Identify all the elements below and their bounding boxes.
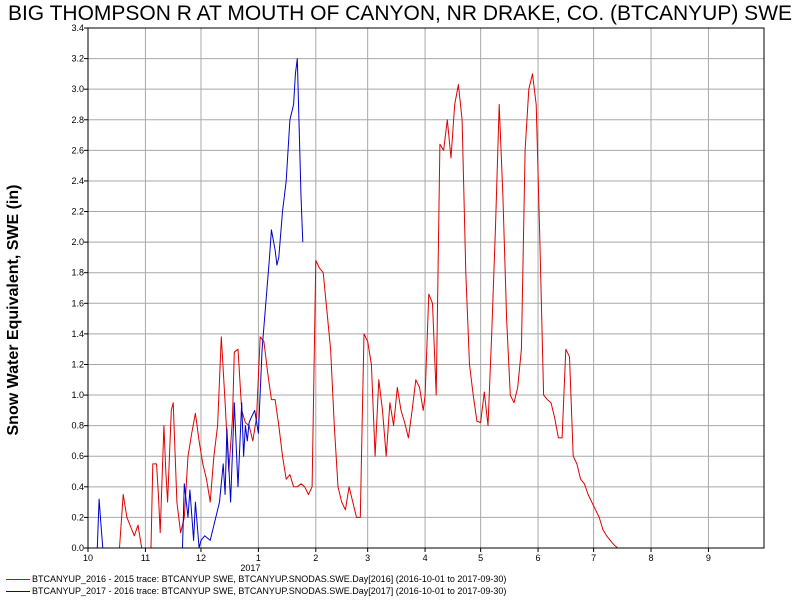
chart-title: BIG THOMPSON R AT MOUTH OF CANYON, NR DR… bbox=[7, 2, 793, 25]
x-tick-label: 4 bbox=[423, 553, 428, 563]
x-tick-label: 11 bbox=[141, 553, 150, 563]
y-tick-label: 1.0 bbox=[71, 390, 84, 400]
series-line-0 bbox=[119, 73, 619, 549]
legend-label-2016: BTCANYUP_2016 - 2015 trace: BTCANYUP SWE… bbox=[32, 574, 507, 584]
y-tick-label: 2.0 bbox=[71, 237, 84, 247]
y-tick-label: 1.2 bbox=[71, 359, 84, 369]
x-tick-label: 3 bbox=[365, 553, 370, 563]
x-tick-label: 10 bbox=[83, 553, 93, 563]
legend-entry-2017: BTCANYUP_2017 - 2016 trace: BTCANYUP SWE… bbox=[6, 586, 506, 596]
x-tick-label: 5 bbox=[478, 553, 483, 563]
legend-swatch-2016 bbox=[6, 579, 30, 581]
x-tick-label: 12 bbox=[196, 553, 206, 563]
y-tick-label: 3.0 bbox=[71, 84, 84, 94]
x-tick-label: 7 bbox=[591, 553, 596, 563]
y-tick-label: 0.8 bbox=[71, 421, 84, 431]
y-tick-label: 2.4 bbox=[71, 176, 84, 186]
series-line-1 bbox=[96, 58, 304, 549]
x-year-label: 2017 bbox=[240, 563, 260, 573]
y-tick-label: 0.6 bbox=[71, 451, 84, 461]
y-tick-label: 3.4 bbox=[71, 23, 84, 33]
y-tick-label: 3.2 bbox=[71, 54, 84, 64]
y-tick-label: 0.4 bbox=[71, 482, 84, 492]
x-tick-label: 8 bbox=[649, 553, 654, 563]
series-lines bbox=[96, 58, 619, 549]
plot-frame bbox=[87, 27, 765, 549]
legend-entry-2016: BTCANYUP_2016 - 2015 trace: BTCANYUP SWE… bbox=[6, 574, 506, 584]
grid-lines bbox=[88, 28, 764, 548]
x-tick-label: 6 bbox=[536, 553, 541, 563]
legend-label-2017: BTCANYUP_2017 - 2016 trace: BTCANYUP SWE… bbox=[32, 586, 507, 596]
y-tick-label: 2.8 bbox=[71, 115, 84, 125]
x-tick-label: 1 bbox=[256, 553, 261, 563]
y-tick-label: 2.2 bbox=[71, 207, 84, 217]
y-tick-label: 1.8 bbox=[71, 268, 84, 278]
y-tick-labels: 0.0 0.2 0.4 0.6 0.8 1.0 1.2 1.4 1.6 1.8 2.0 2.2 2.4 2… bbox=[71, 23, 88, 553]
x-tick-label: 2 bbox=[313, 553, 318, 563]
y-tick-label: 0.2 bbox=[71, 512, 84, 522]
y-tick-label: 0.0 bbox=[71, 543, 84, 553]
x-tick-label: 9 bbox=[706, 553, 711, 563]
y-tick-label: 2.6 bbox=[71, 145, 84, 155]
legend-swatch-2017 bbox=[6, 591, 30, 593]
y-tick-label: 1.6 bbox=[71, 298, 84, 308]
y-tick-label: 1.4 bbox=[71, 329, 84, 339]
